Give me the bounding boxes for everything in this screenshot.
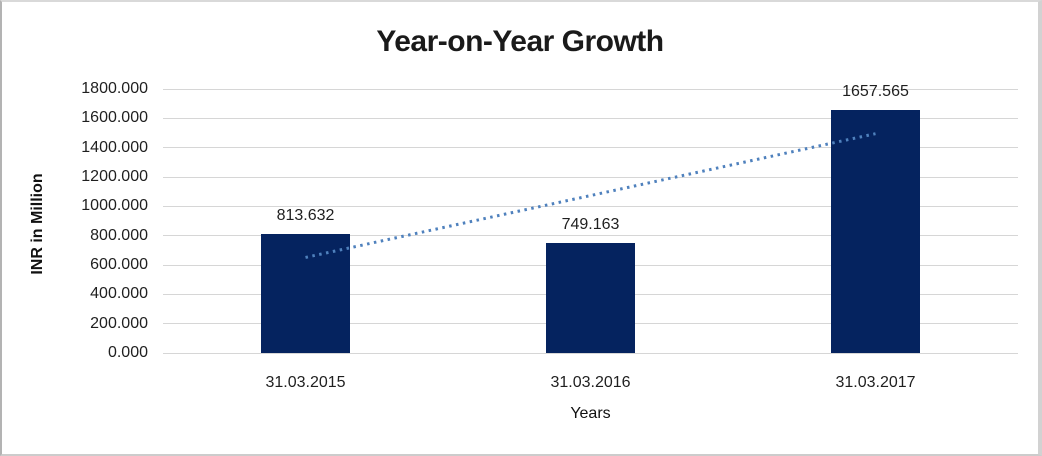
data-label: 1657.565	[842, 82, 909, 100]
y-axis-tick-label: 200.000	[90, 314, 148, 332]
gridline	[163, 235, 1018, 237]
gridline	[163, 117, 1018, 119]
trendline-path	[305, 132, 876, 259]
y-axis-tick-label: 0.000	[107, 344, 148, 361]
y-axis-tick-labels: 1800.000 1600.000 1400.000 1200.000 1000.000…	[2, 80, 148, 361]
gridline	[163, 176, 1018, 178]
y-axis-tick-label: 1600.000	[81, 109, 148, 127]
bar	[261, 233, 350, 353]
x-axis-title: Years	[570, 405, 611, 422]
y-axis-tick-label: 1400.000	[81, 138, 148, 156]
y-axis-tick-label: 400.000	[90, 285, 148, 303]
x-axis-category-label: 31.03.2015	[265, 374, 346, 391]
bar	[546, 243, 635, 353]
x-axis-category-labels: 31.03.2015 31.03.2016 31.03.2017	[163, 353, 1018, 393]
gridline	[163, 205, 1018, 207]
x-axis-category-label: 31.03.2017	[835, 374, 916, 391]
y-axis-tick-label: 1000.000	[81, 197, 148, 215]
y-axis-tick-label: 600.000	[90, 256, 148, 273]
gridline	[163, 352, 1018, 354]
x-axis-category-label: 31.03.2016	[550, 374, 631, 391]
gridline	[163, 147, 1018, 149]
trendline	[305, 132, 876, 259]
y-axis-tick-label: 1200.000	[81, 168, 148, 185]
y-axis-tick-label: 1800.000	[81, 80, 148, 97]
chart-title: Year-on-Year Growth	[376, 25, 664, 58]
gridline	[163, 88, 1018, 90]
plot-area: 813.632 749.163 1657.565	[163, 83, 1018, 354]
data-label: 813.632	[276, 206, 335, 224]
y-axis-tick-label: 800.000	[90, 226, 148, 244]
bar	[831, 109, 920, 353]
data-label: 749.163	[561, 216, 620, 234]
